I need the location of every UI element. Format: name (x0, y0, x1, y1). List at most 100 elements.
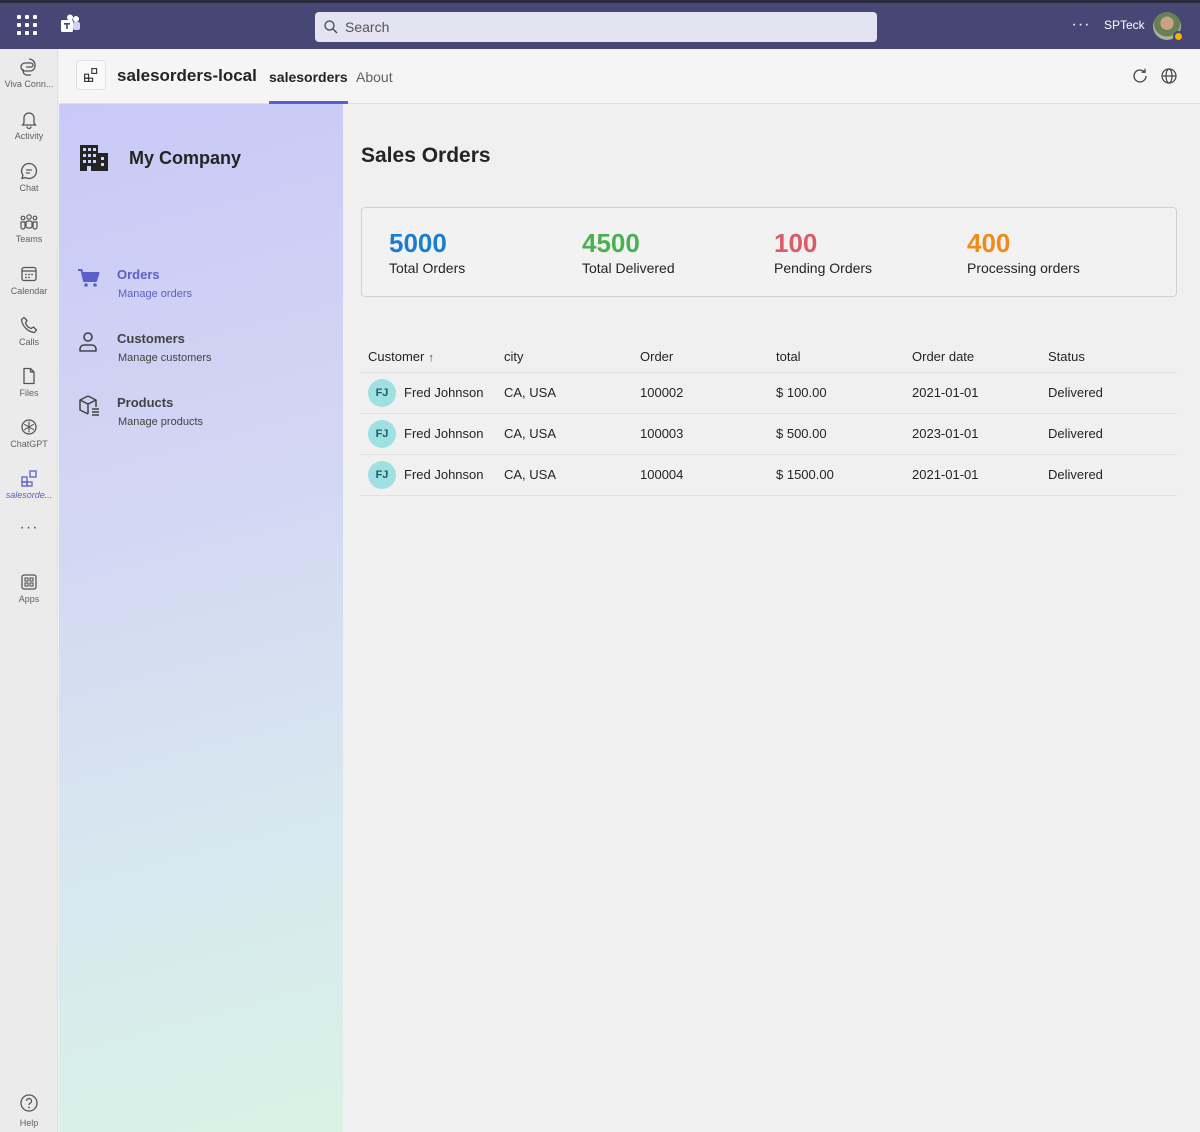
company-name: My Company (129, 147, 242, 168)
more-apps-icon[interactable]: ··· (19, 519, 39, 536)
rail-item-activity[interactable]: Activity (0, 109, 58, 159)
sort-ascending-icon: ↑ (428, 352, 434, 365)
app-launcher-icon[interactable] (14, 12, 40, 38)
cell-status: Delivered (1041, 454, 1177, 496)
nav-item-products[interactable]: Products Manage products (77, 394, 317, 434)
stat-value: 4500 (582, 228, 640, 258)
rail-item-label: Teams (15, 234, 43, 244)
app-title: salesorders-local (117, 66, 257, 85)
rail-item-chatgpt[interactable]: ChatGPT (0, 417, 58, 467)
nav-item-title: Orders (117, 267, 160, 282)
nav-item-subtitle: Manage customers (118, 352, 212, 364)
user-avatar[interactable] (1153, 12, 1184, 42)
cell-order: 100002 (633, 372, 769, 414)
customer-name: Fred Johnson (404, 385, 484, 400)
stat-total-orders: 5000 Total Orders (389, 228, 465, 276)
stat-pending-orders: 100 Pending Orders (774, 228, 872, 276)
cell-city: CA, USA (497, 372, 633, 414)
cell-total: $ 100.00 (769, 372, 905, 414)
rail-item-label: Apps (18, 594, 40, 604)
cell-city: CA, USA (497, 454, 633, 496)
cell-order: 100004 (633, 454, 769, 496)
refresh-icon[interactable] (1131, 67, 1149, 85)
rail-item-files[interactable]: Files (0, 366, 58, 416)
rail-item-salesorders[interactable]: salesorde... (0, 468, 58, 518)
stat-value: 100 (774, 228, 818, 258)
column-header-status[interactable]: Status (1041, 342, 1177, 373)
cell-customer: FJ Fred Johnson (361, 454, 497, 496)
nav-panel: My Company Orders Manage orders Customer… (59, 104, 343, 1132)
help-icon (20, 1094, 38, 1112)
column-header-customer[interactable]: Customer ↑ (361, 342, 497, 373)
bell-icon (21, 112, 37, 129)
globe-icon[interactable] (1160, 67, 1178, 85)
cell-status: Delivered (1041, 372, 1177, 414)
app-grid-icon (84, 68, 98, 82)
customer-avatar: FJ (368, 378, 396, 407)
calendar-icon (21, 266, 37, 282)
more-options-icon[interactable]: ··· (1071, 16, 1091, 33)
cell-city: CA, USA (497, 413, 633, 455)
stat-total-delivered: 4500 Total Delivered (582, 228, 675, 276)
search-input[interactable] (345, 19, 845, 35)
tab-about[interactable]: About (356, 69, 393, 85)
customer-avatar: FJ (368, 419, 396, 448)
rail-item-calendar[interactable]: Calendar (0, 264, 58, 314)
cell-order: 100003 (633, 413, 769, 455)
table-row[interactable]: FJ Fred Johnson CA, USA 100003 $ 500.00 2… (361, 413, 1177, 455)
table-row[interactable]: FJ Fred Johnson CA, USA 100004 $ 1500.00 … (361, 454, 1177, 496)
orders-table: Customer ↑ city Order total Order date St… (361, 342, 1177, 496)
chatgpt-icon (21, 419, 37, 435)
teams-logo-icon[interactable] (60, 13, 82, 35)
rail-item-label: Calendar (10, 286, 48, 296)
help-button[interactable]: Help (0, 1093, 58, 1131)
stat-label: Total Orders (389, 260, 466, 276)
rail-item-chat[interactable]: Chat (0, 161, 58, 211)
file-icon (23, 367, 35, 385)
presence-badge (1173, 31, 1184, 42)
cell-status: Delivered (1041, 413, 1177, 455)
page-title: Sales Orders (361, 144, 491, 167)
rail-item-label: salesorde... (5, 490, 53, 500)
app-icon (76, 60, 106, 90)
column-header-order-date[interactable]: Order date (905, 342, 1041, 373)
table-row[interactable]: FJ Fred Johnson CA, USA 100002 $ 100.00 2… (361, 372, 1177, 414)
column-header-order[interactable]: Order (633, 342, 769, 373)
rail-item-label: Chat (19, 183, 39, 193)
cell-order-date: 2021-01-01 (905, 372, 1041, 414)
teams-icon (20, 214, 38, 230)
rail-item-label: Calls (18, 337, 39, 347)
nav-item-customers[interactable]: Customers Manage customers (77, 330, 317, 370)
rail-item-label: Files (19, 388, 39, 398)
help-label: Help (19, 1118, 39, 1128)
nav-item-subtitle: Manage orders (118, 288, 192, 300)
stat-label: Processing orders (967, 260, 1080, 276)
column-header-label: Customer (368, 349, 425, 365)
app-header: salesorders-local salesorders About (59, 49, 1200, 104)
column-header-city[interactable]: city (497, 342, 633, 373)
tab-salesorders[interactable]: salesorders (269, 69, 348, 104)
rail-item-calls[interactable]: Calls (0, 315, 58, 365)
stat-processing-orders: 400 Processing orders (967, 228, 1080, 276)
rail-item-viva-connections[interactable]: Viva Conn... (0, 57, 58, 107)
cell-customer: FJ Fred Johnson (361, 372, 497, 414)
column-header-total[interactable]: total (769, 342, 905, 373)
box-icon (79, 395, 99, 416)
rail-item-label: ChatGPT (10, 439, 48, 449)
cell-customer: FJ Fred Johnson (361, 413, 497, 455)
customer-name: Fred Johnson (404, 467, 484, 482)
rail-item-teams[interactable]: Teams (0, 212, 58, 262)
nav-item-title: Products (117, 395, 174, 410)
company-brand: My Company (79, 144, 241, 172)
cell-total: $ 500.00 (769, 413, 905, 455)
cell-total: $ 1500.00 (769, 454, 905, 496)
rail-item-apps[interactable]: Apps (0, 572, 58, 622)
building-icon (80, 145, 108, 171)
nav-item-orders[interactable]: Orders Manage orders (77, 266, 317, 306)
rail-item-label: Activity (14, 131, 44, 141)
nav-item-subtitle: Manage products (118, 416, 203, 428)
cart-icon (78, 269, 100, 287)
search-box[interactable] (315, 12, 877, 42)
stat-value: 5000 (389, 228, 447, 258)
phone-icon (20, 316, 38, 334)
